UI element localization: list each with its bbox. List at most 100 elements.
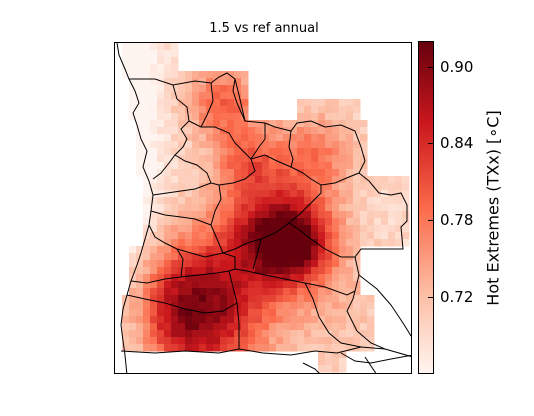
- heatmap-cell: [339, 323, 347, 331]
- heatmap-cell: [304, 302, 312, 310]
- heatmap-cell: [332, 204, 340, 212]
- heatmap-cell: [136, 43, 144, 51]
- heatmap-cell: [339, 351, 347, 359]
- heatmap-cell: [248, 274, 256, 282]
- heatmap-cell: [346, 344, 354, 352]
- heatmap-cell: [269, 337, 277, 345]
- heatmap-cell: [276, 281, 284, 289]
- heatmap-cell: [325, 162, 333, 170]
- heatmap-cell: [255, 288, 263, 296]
- heatmap-cell: [164, 239, 172, 247]
- province-border: [152, 182, 212, 196]
- heatmap-cell: [143, 204, 151, 212]
- heatmap-cell: [248, 260, 256, 268]
- heatmap-cell: [150, 120, 158, 128]
- heatmap-cell: [206, 71, 214, 79]
- heatmap-cell: [157, 99, 165, 107]
- heatmap-cell: [353, 330, 361, 338]
- heatmap-cell: [269, 253, 277, 261]
- heatmap-cell: [262, 183, 270, 191]
- heatmap-cell: [353, 225, 361, 233]
- heatmap-cell: [157, 232, 165, 240]
- colorbar-tick-label: 0.72: [440, 288, 474, 307]
- heatmap-cell: [171, 344, 179, 352]
- heatmap-cell: [227, 141, 235, 149]
- heatmap-cell: [402, 183, 410, 191]
- heatmap-cell: [367, 239, 375, 247]
- heatmap-cell: [171, 134, 179, 142]
- heatmap-cell: [150, 302, 158, 310]
- heatmap-cell: [192, 260, 200, 268]
- heatmap-cell: [360, 218, 368, 226]
- heatmap-cell: [283, 183, 291, 191]
- heatmap-cell: [304, 274, 312, 282]
- heatmap-cell: [332, 211, 340, 219]
- heatmap-cell: [339, 239, 347, 247]
- heatmap-cell: [262, 190, 270, 198]
- heatmap-cell: [339, 190, 347, 198]
- heatmap-cell: [360, 211, 368, 219]
- heatmap-cell: [276, 120, 284, 128]
- heatmap-cell: [192, 148, 200, 156]
- heatmap-cell: [143, 309, 151, 317]
- heatmap-cell: [339, 204, 347, 212]
- heatmap-cell: [185, 127, 193, 135]
- heatmap-cell: [185, 190, 193, 198]
- heatmap-cell: [227, 155, 235, 163]
- heatmap-cell: [325, 267, 333, 275]
- heatmap-cell: [318, 232, 326, 240]
- heatmap-cell: [227, 225, 235, 233]
- heatmap-cell: [304, 330, 312, 338]
- heatmap-cell: [157, 309, 165, 317]
- heatmap-cell: [143, 78, 151, 86]
- heatmap-cell: [353, 218, 361, 226]
- heatmap-cell: [185, 218, 193, 226]
- heatmap-cell: [192, 218, 200, 226]
- heatmap-cell: [325, 113, 333, 121]
- heatmap-cell: [276, 190, 284, 198]
- heatmap-cell: [164, 267, 172, 275]
- heatmap-cell: [199, 232, 207, 240]
- heatmap-cell: [234, 211, 242, 219]
- heatmap-cell: [234, 246, 242, 254]
- heatmap-cell: [325, 260, 333, 268]
- heatmap-cell: [255, 323, 263, 331]
- heatmap-cell: [381, 197, 389, 205]
- heatmap-cell: [262, 316, 270, 324]
- province-border: [288, 130, 294, 168]
- heatmap-cell: [290, 155, 298, 163]
- heatmap-cell: [241, 183, 249, 191]
- heatmap-cell: [213, 295, 221, 303]
- heatmap-cell: [241, 323, 249, 331]
- heatmap-cell: [283, 316, 291, 324]
- heatmap-cell: [283, 267, 291, 275]
- heatmap-cell: [178, 288, 186, 296]
- heatmap-cell: [311, 120, 319, 128]
- heatmap-cell: [164, 302, 172, 310]
- heatmap-cell: [332, 120, 340, 128]
- heatmap-cell: [353, 253, 361, 261]
- heatmap-cell: [360, 197, 368, 205]
- province-border: [304, 282, 362, 348]
- heatmap-cell: [304, 239, 312, 247]
- heatmap-cell: [220, 288, 228, 296]
- heatmap-cell: [192, 281, 200, 289]
- heatmap-cell: [192, 190, 200, 198]
- heatmap-cell: [199, 162, 207, 170]
- heatmap-cell: [178, 274, 186, 282]
- heatmap-cell: [241, 337, 249, 345]
- heatmap-cell: [325, 253, 333, 261]
- heatmap-cell: [304, 120, 312, 128]
- heatmap-cell: [164, 183, 172, 191]
- heatmap-cell: [325, 344, 333, 352]
- heatmap-cell: [311, 169, 319, 177]
- heatmap-cell: [234, 197, 242, 205]
- heatmap-cell: [157, 127, 165, 135]
- heatmap-cell: [248, 225, 256, 233]
- heatmap-cell: [367, 337, 375, 345]
- heatmap-cell: [276, 155, 284, 163]
- heatmap-cell: [206, 330, 214, 338]
- heatmap-cell: [304, 344, 312, 352]
- heatmap-cell: [164, 330, 172, 338]
- heatmap-cell: [171, 267, 179, 275]
